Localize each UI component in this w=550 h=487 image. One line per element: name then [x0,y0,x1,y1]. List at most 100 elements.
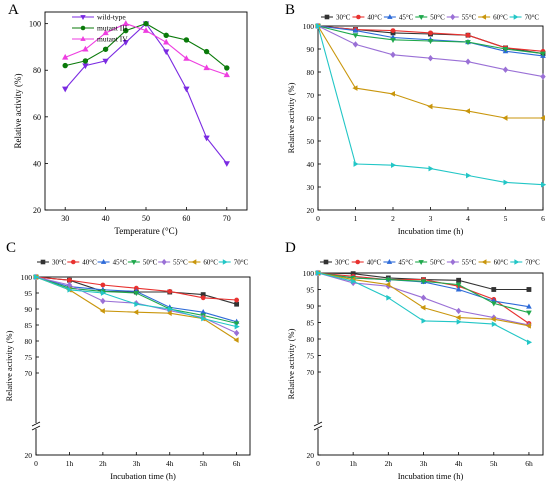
data-point [99,308,105,314]
data-point [456,277,462,283]
axis-break-mark [31,421,41,427]
legend-marker [323,259,329,265]
data-point [352,85,358,91]
x-axis-title: Temperature (°C) [114,226,177,236]
data-point [526,303,532,309]
data-point [427,38,434,45]
legend-label: 30°C [335,259,350,267]
data-point [540,51,546,57]
legend-label: 30°C [336,14,351,22]
y-tick-label: 50 [307,137,315,146]
y-tick-label: 80 [25,337,33,346]
data-point [163,32,169,38]
legend-label: 40°C [367,14,382,22]
y-tick-label: 70 [25,369,33,378]
x-tick-label: 2 [391,214,395,223]
legend-marker [481,14,487,20]
legend-marker [450,258,456,266]
data-point [62,86,69,93]
x-axis-title: Incubation time (h) [110,471,176,481]
series-6 [316,270,533,346]
data-point [525,322,531,329]
legend-marker [80,35,86,41]
y-tick-label: 80 [307,335,315,344]
data-point [166,310,172,316]
series-6 [34,274,240,330]
data-point [390,51,396,58]
data-point [167,288,173,294]
legend-label: 50°C [430,259,445,267]
panel-label: B [285,2,295,18]
data-point [142,27,150,33]
data-point [455,282,462,288]
data-point [428,165,434,172]
data-point [82,63,89,70]
y-tick-label: 85 [307,319,315,328]
data-point [427,103,433,110]
x-tick-label: 4 [466,214,470,223]
data-point [390,28,396,33]
axis-break-gap [314,423,322,429]
x-tick-label: 50 [142,214,150,223]
y-tick-label: 60 [307,114,315,123]
data-point [465,32,471,38]
x-tick-label: 0 [316,214,320,223]
data-point [100,297,106,305]
data-point [455,307,462,315]
legend-label: 60°C [203,259,218,267]
legend-label: mutant IV [97,35,128,44]
data-point [62,53,69,60]
y-tick-label: 20 [25,451,33,460]
panel-label: A [8,2,19,18]
data-point [316,270,322,276]
y-tick-label: 70 [307,91,315,100]
x-tick-label: 1 [354,214,358,223]
data-point [183,86,190,93]
data-point [352,27,359,33]
x-tick-label: 6 [541,214,545,223]
data-point [456,319,462,325]
data-point [82,58,89,64]
y-tick-label: 100 [303,22,315,31]
legend-marker [387,13,393,19]
data-point [420,304,426,311]
legend-label: mutant III [97,24,128,33]
y-tick-label: 20 [307,206,315,215]
data-point [234,323,240,330]
legend: wild-type mutant III mutant IV [72,13,128,44]
y-axis-title: Relative activity (%) [286,328,296,399]
data-point [464,108,470,114]
legend-marker [418,15,424,21]
data-point [100,290,107,296]
data-point [390,37,396,43]
x-tick-label: 3h [133,459,141,468]
data-point [233,337,239,343]
y-tick-label: 80 [33,66,41,75]
legend-marker [191,259,197,265]
data-point [233,321,240,327]
series-line [64,22,228,164]
legend-marker [356,14,361,20]
data-point [223,71,230,78]
panel-label: D [285,240,296,256]
data-point [490,301,497,307]
data-point [183,37,190,43]
data-point [421,318,427,324]
data-point [203,135,210,142]
data-point [491,287,497,292]
data-point [203,48,210,55]
data-point [102,46,109,52]
plot-frame [35,276,251,456]
x-tick-label: 0 [34,459,38,468]
data-point [233,329,240,337]
x-tick-label: 30 [61,214,69,223]
data-point [82,45,89,52]
legend-marker [481,259,487,265]
legend-marker [355,259,361,265]
legend-label: 70°C [525,259,540,267]
data-point [62,62,68,69]
legend-marker [450,13,456,21]
x-tick-label: 5 [504,214,508,223]
data-point [502,115,508,121]
